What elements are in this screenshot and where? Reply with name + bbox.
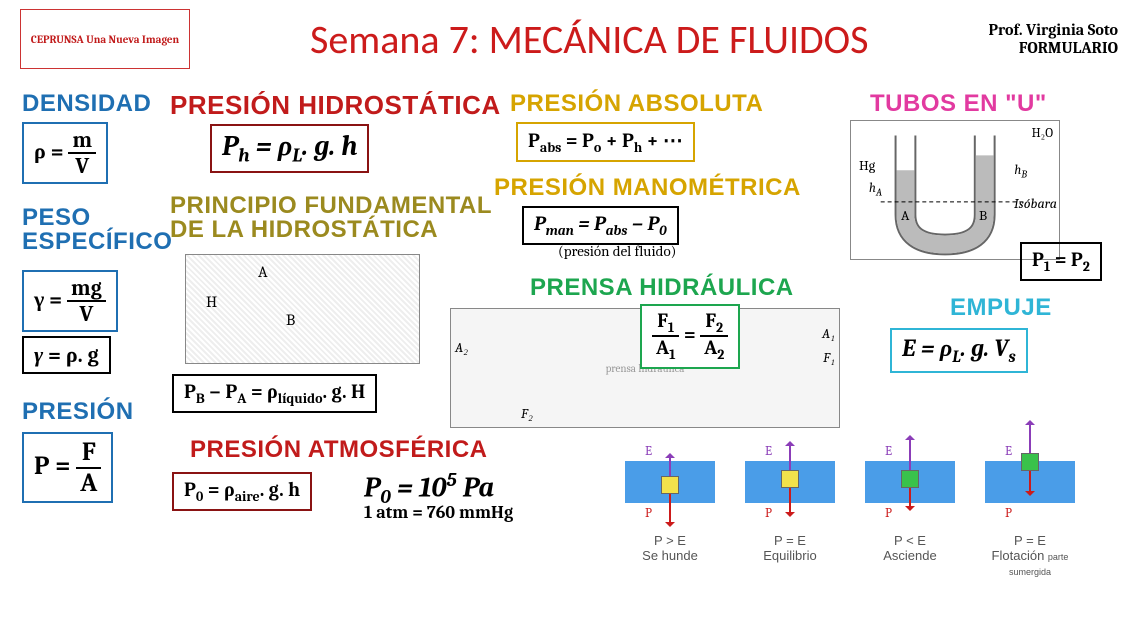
prof-name: Prof. Virginia Soto bbox=[989, 21, 1118, 39]
formula-pfh: PB − PA = ρlíquido. g. H bbox=[172, 374, 377, 413]
lbl-F1: F₁ bbox=[823, 349, 835, 367]
lbl-F2: F₂ bbox=[521, 405, 533, 423]
lbl-H: H bbox=[206, 293, 217, 311]
header: CEPRUNSA Una Nueva Imagen Semana 7: MECÁ… bbox=[0, 0, 1138, 78]
lbl-ha: hA bbox=[869, 181, 882, 199]
diagram-pfh: A B H bbox=[185, 254, 420, 364]
sec-peso-title: PESOESPECÍFICO bbox=[22, 206, 172, 254]
val-patm-2: 1 atm = 760 mmHg bbox=[364, 502, 513, 523]
sec-pfh-title: PRINCIPIO FUNDAMENTALDE LA HIDROSTÁTICA bbox=[170, 194, 492, 242]
formula-peso-2: γ = ρ. g bbox=[22, 336, 111, 374]
formula-patm: P0 = ρaire. g. h bbox=[172, 472, 312, 511]
formula-pman: Pman = Pabs − P0 bbox=[522, 206, 679, 245]
lbl-B: B bbox=[286, 311, 295, 329]
float-diagram-row: E P P > E Se hunde E P P = E Equilibrio … bbox=[620, 448, 1080, 578]
lbl-h2o: H₂O bbox=[1032, 125, 1053, 141]
formula-ph: Ph = ρL. g. h bbox=[210, 124, 369, 173]
formula-densidad: ρ = mV bbox=[22, 122, 108, 184]
lbl-A1: A₁ bbox=[822, 325, 835, 343]
sec-tubos-title: TUBOS EN "U" bbox=[870, 90, 1047, 118]
float-case: E P P > E Se hunde bbox=[620, 448, 720, 578]
float-case: E P P = E Equilibrio bbox=[740, 448, 840, 578]
float-case: E P P < E Asciende bbox=[860, 448, 960, 578]
logo: CEPRUNSA Una Nueva Imagen bbox=[20, 9, 190, 69]
author-block: Prof. Virginia Soto FORMULARIO bbox=[989, 21, 1118, 57]
lbl-tA: A bbox=[901, 207, 909, 224]
sec-prensa-title: PRENSA HIDRÁULICA bbox=[530, 274, 794, 302]
note-pman: (presión del fluido) bbox=[558, 242, 676, 260]
diagram-tubos: Hg H₂O hA hB Isóbara A B bbox=[850, 120, 1060, 260]
sec-densidad-title: DENSIDAD bbox=[22, 90, 151, 118]
sec-ph-title: PRESIÓN HIDROSTÁTICA bbox=[170, 90, 501, 121]
content: DENSIDAD ρ = mV PESOESPECÍFICO γ = mgV γ… bbox=[0, 78, 1138, 640]
formula-pabs: Pabs = Po + Ph + ⋯ bbox=[516, 122, 695, 162]
lbl-hb: hB bbox=[1014, 163, 1027, 181]
formula-empuje: E = ρL. g. Vs bbox=[890, 328, 1028, 373]
lbl-A: A bbox=[258, 263, 268, 281]
lbl-iso: Isóbara bbox=[1014, 195, 1057, 212]
formula-presion: P = FA bbox=[22, 432, 113, 503]
formula-peso-1: γ = mgV bbox=[22, 270, 118, 332]
sec-patm-title: PRESIÓN ATMOSFÉRICA bbox=[190, 436, 488, 464]
doc-subtitle: FORMULARIO bbox=[989, 39, 1118, 57]
lbl-tB: B bbox=[979, 207, 987, 224]
sec-pabs-title: PRESIÓN ABSOLUTA bbox=[510, 90, 763, 118]
lbl-A2: A₂ bbox=[455, 339, 468, 357]
page-title: Semana 7: MECÁNICA DE FLUIDOS bbox=[190, 15, 989, 64]
sec-empuje-title: EMPUJE bbox=[950, 294, 1052, 322]
float-case: E P P = E Flotación parte sumergida bbox=[980, 448, 1080, 578]
formula-prensa: F1A1 = F2A2 bbox=[640, 304, 740, 369]
sec-presion-title: PRESIÓN bbox=[22, 398, 134, 426]
sec-pman-title: PRESIÓN MANOMÉTRICA bbox=[494, 174, 801, 202]
lbl-hg: Hg bbox=[859, 157, 875, 174]
formula-tubos: P1 = P2 bbox=[1020, 242, 1102, 281]
